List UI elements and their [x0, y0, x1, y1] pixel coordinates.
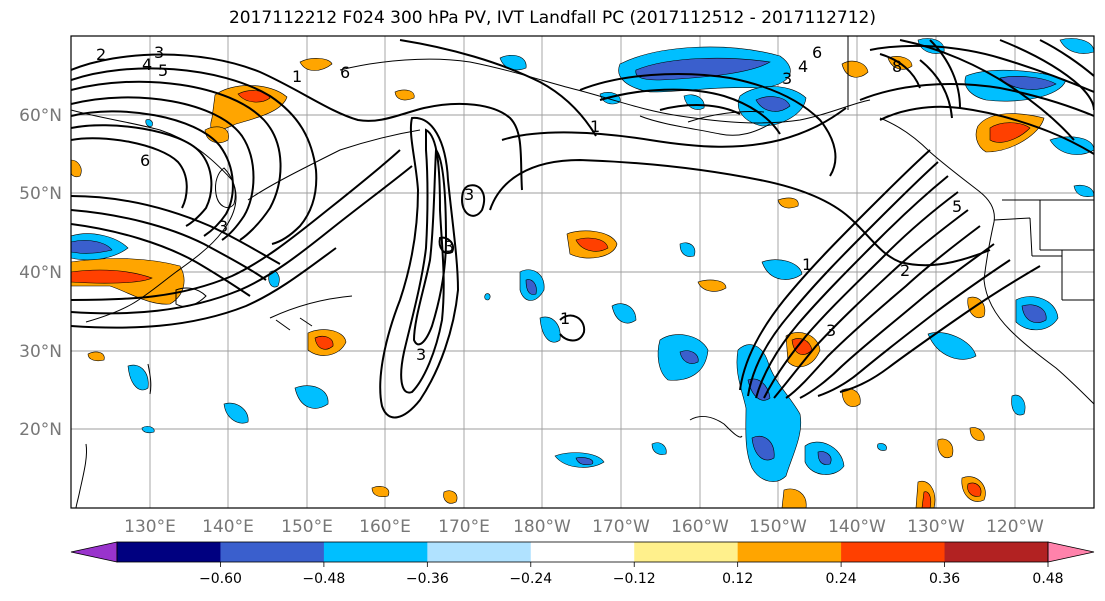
contour-label: 4	[142, 55, 152, 74]
lat-label: 40°N	[19, 263, 62, 283]
colorbar-extend-high	[1047, 541, 1095, 563]
lon-label: 160°E	[359, 517, 411, 537]
lon-label: 130°W	[907, 517, 965, 537]
latitude-labels: 60°N 50°N 40°N 30°N 20°N	[19, 106, 62, 440]
contour-label: 5	[952, 197, 962, 216]
lon-label: 150°W	[749, 517, 807, 537]
colorbar-bin	[634, 542, 739, 562]
contour-label: 3	[218, 217, 228, 236]
contour-label: 3	[154, 43, 164, 62]
colorbar-tick-label: −0.48	[302, 571, 345, 587]
contour-label: 3	[826, 321, 836, 340]
lat-label: 50°N	[19, 184, 62, 204]
colorbar-bin	[220, 542, 325, 562]
longitude-labels: 130°E 140°E 150°E 160°E 170°E 180°W 170°…	[124, 517, 1044, 537]
colorbar-bin	[323, 542, 428, 562]
colorbar-frame	[116, 541, 1049, 563]
map-frame	[70, 35, 1095, 509]
colorbar-bin	[117, 542, 221, 562]
contour-label: 6	[340, 63, 350, 82]
lon-label: 130°E	[124, 517, 176, 537]
colorbar-tick-label: −0.24	[509, 571, 552, 587]
contour-label: 3	[782, 69, 792, 88]
contour-label: 1	[590, 117, 600, 136]
contour-labels: 2 3 4 5 6 1 6 3 6 4 3 8 1 3 3 3 1 3 2 1 …	[96, 43, 962, 364]
lon-label: 120°W	[986, 517, 1044, 537]
colorbar-bin	[427, 542, 532, 562]
contour-label: 6	[140, 151, 150, 170]
lon-label: 140°W	[828, 517, 886, 537]
colorbar-tick-label: 0.36	[929, 571, 960, 587]
coastlines	[71, 36, 1094, 508]
contour-label: 2	[900, 261, 910, 280]
lat-label: 20°N	[19, 420, 62, 440]
contour-label: 1	[802, 255, 812, 274]
contour-label: 3	[444, 237, 454, 256]
contour-label: 6	[812, 43, 822, 62]
contour-label: 3	[464, 185, 474, 204]
lat-label: 60°N	[19, 106, 62, 126]
colorbar-bin	[737, 542, 842, 562]
colorbar-bin	[530, 542, 635, 562]
contour-label: 1	[292, 67, 302, 86]
lon-label: 180°W	[513, 517, 571, 537]
colorbar-tick-label: −0.60	[199, 571, 242, 587]
colorbar-tick-label: 0.24	[826, 571, 857, 587]
colorbar-tick-label: 0.12	[722, 571, 753, 587]
pv-contours	[71, 39, 1094, 419]
colorbar-tick-label: 0.48	[1032, 571, 1063, 587]
contour-label: 1	[560, 309, 570, 328]
lon-label: 150°E	[281, 517, 333, 537]
colorbar: −0.60 −0.48 −0.36 −0.24 −0.12 0.12 0.24 0.36 0.4…	[70, 541, 1095, 587]
lon-label: 170°E	[438, 517, 490, 537]
lon-label: 170°W	[592, 517, 650, 537]
colorbar-bin	[944, 542, 1049, 562]
map-title: 2017112212 F024 300 hPa PV, IVT Landfall…	[228, 8, 876, 28]
lon-label: 140°E	[202, 517, 254, 537]
contour-label: 4	[798, 57, 808, 76]
lon-label: 160°W	[671, 517, 729, 537]
colorbar-tick-label: −0.36	[406, 571, 449, 587]
colorbar-bin	[841, 542, 946, 562]
lat-label: 30°N	[19, 342, 62, 362]
contour-label: 5	[158, 61, 168, 80]
contour-label: 3	[416, 345, 426, 364]
colorbar-extend-low	[70, 541, 118, 563]
contour-label: 2	[96, 45, 106, 64]
colorbar-tick-label: −0.12	[613, 571, 656, 587]
contour-label: 8	[892, 57, 902, 76]
